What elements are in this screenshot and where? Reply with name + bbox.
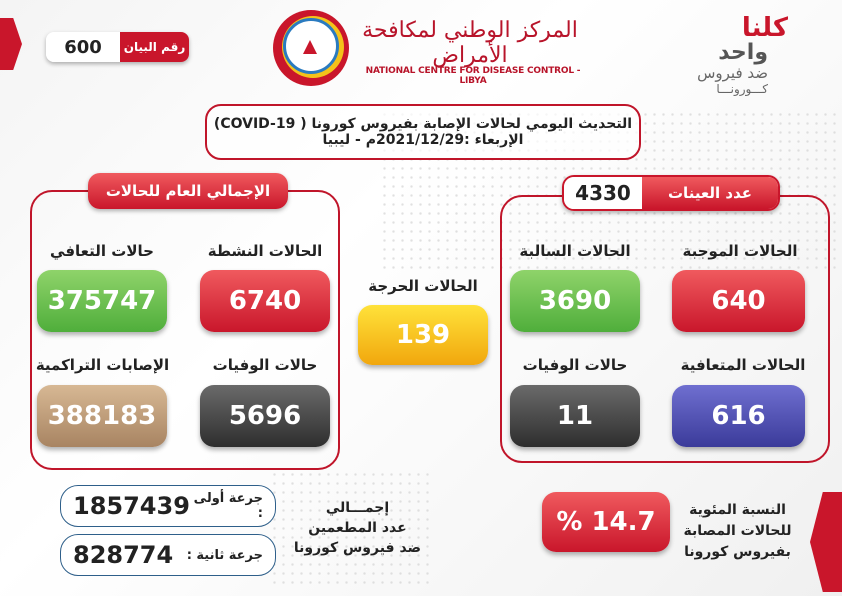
positive-card: 640: [672, 270, 805, 332]
slogan: كلنا واحد ضد فيروس كـــورونـــا: [688, 14, 788, 96]
daily-deaths-card: 11: [510, 385, 640, 447]
cumulative-card: 388183: [37, 385, 167, 447]
recovered-total-label: حالات التعافي: [50, 242, 154, 260]
dose1-pill: 1857439 جرعة أولى :: [60, 485, 276, 527]
negative-card: 3690: [510, 270, 640, 332]
bulletin-badge: 600 رقم البيان: [46, 32, 189, 62]
daily-deaths-label: حالات الوفيات: [522, 356, 628, 374]
title-box: التحديث اليومي لحالات الإصابة بفيروس كور…: [205, 104, 641, 160]
deaths-total-label: حالات الوفيات: [212, 356, 318, 374]
samples-value: 4330: [564, 177, 642, 209]
vaccination-title-line: عدد المطعمين: [308, 520, 407, 536]
vaccination-title-line: ضد فيروس كورونا: [293, 540, 422, 556]
active-label: الحالات النشطة: [207, 242, 323, 260]
active-card: 6740: [200, 270, 330, 332]
dose2-label: جرعة ثانية :: [186, 547, 263, 563]
right-red-tab: [810, 492, 842, 592]
critical-label: الحالات الحرجة: [368, 277, 478, 295]
left-red-tab: [0, 18, 22, 70]
daily-recovered-card: 616: [672, 385, 805, 447]
positivity-label: النسبة المئوية للحالات المصابة بفيروس كو…: [680, 500, 795, 563]
positivity-label-line: بفيروس كورونا: [684, 544, 791, 560]
title-line-2: الإربعاء :2021/12/29م - ليبيا: [322, 132, 524, 148]
slogan-line: واحد: [718, 40, 768, 65]
dose2-value: 828774: [73, 541, 174, 569]
slogan-line: كلنا: [741, 13, 788, 43]
critical-card: 139: [358, 305, 488, 365]
org-name-arabic: المركز الوطني لمكافحة الأمراض: [362, 18, 578, 68]
negative-label: الحالات السالبة: [519, 242, 631, 260]
cumulative-label: الإصابات التراكمية: [35, 356, 170, 374]
dot-pattern: [270, 470, 430, 590]
positivity-card: % 14.7: [542, 492, 670, 552]
deaths-total-card: 5696: [200, 385, 330, 447]
positivity-label-line: النسبة المئوية: [689, 502, 786, 518]
vaccination-title-line: إجمـــالي: [325, 500, 390, 516]
org-name-english: NATIONAL CENTRE FOR DISEASE CONTROL - LI…: [365, 66, 581, 86]
title-line-1: التحديث اليومي لحالات الإصابة بفيروس كور…: [213, 116, 633, 132]
dose1-label: جرعة أولى :: [193, 491, 263, 521]
dose1-value: 1857439: [73, 492, 190, 520]
positivity-label-line: للحالات المصابة: [683, 523, 792, 539]
slogan-line: كـــورونـــا: [716, 82, 768, 96]
positive-label: الحالات الموجبة: [682, 242, 798, 260]
bulletin-label: رقم البيان: [120, 32, 189, 62]
bulletin-number: 600: [46, 32, 120, 62]
overall-title: الإجمالي العام للحالات: [88, 173, 288, 209]
recovered-total-card: 375747: [37, 270, 167, 332]
daily-recovered-label: الحالات المتعافية: [680, 356, 806, 374]
slogan-line: ضد فيروس: [697, 64, 768, 82]
vaccination-title: إجمـــالي عدد المطعمين ضد فيروس كورونا: [285, 498, 430, 558]
dose2-pill: 828774 جرعة ثانية :: [60, 534, 276, 576]
ncdc-logo: [273, 10, 349, 86]
samples-label: عدد العينات: [642, 177, 778, 209]
samples-badge: 4330 عدد العينات: [562, 175, 780, 211]
